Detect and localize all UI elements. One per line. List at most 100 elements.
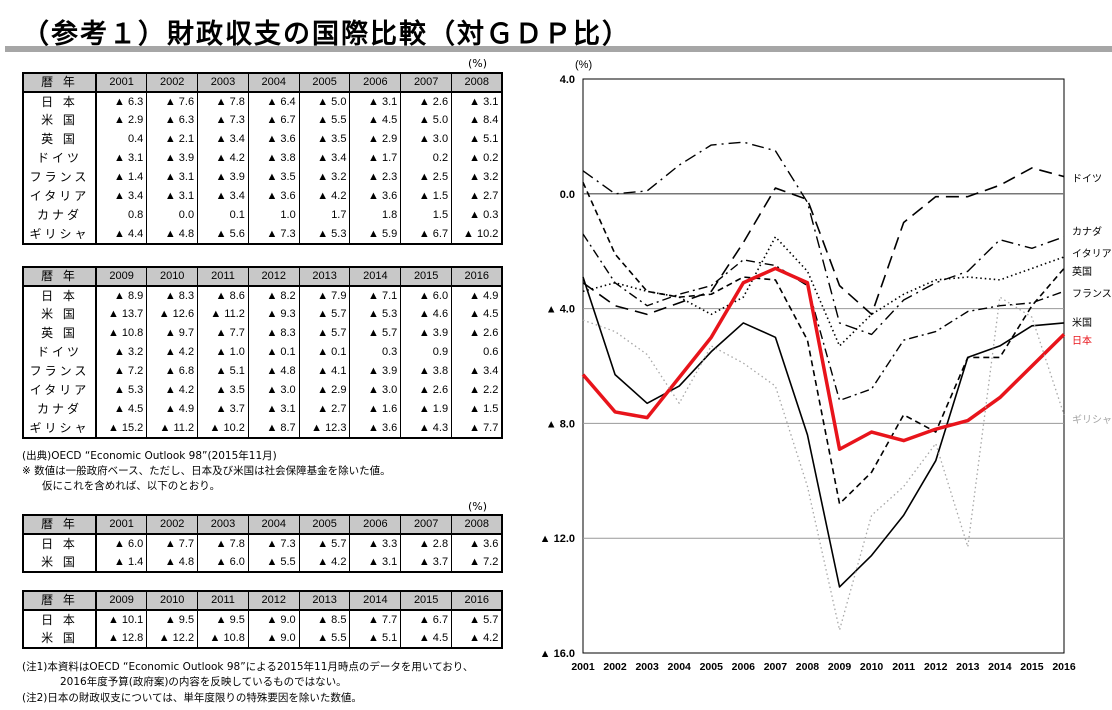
- value-cell: ▲ 3.9: [400, 324, 452, 343]
- value-cell: ▲ 10.8: [197, 629, 249, 648]
- value-cell: ▲ 2.3: [349, 168, 401, 187]
- value-cell: ▲ 1.7: [349, 149, 401, 168]
- value-cell: 0.2: [400, 149, 452, 168]
- country-label: ドイツ: [22, 149, 97, 168]
- value-cell: ▲ 3.1: [146, 187, 198, 206]
- value-cell: ▲ 3.2: [298, 168, 350, 187]
- value-cell: ▲ 9.7: [146, 324, 198, 343]
- value-cell: ▲ 4.2: [298, 187, 350, 206]
- value-cell: ▲ 7.7: [197, 324, 249, 343]
- value-cell: ▲ 10.8: [95, 324, 147, 343]
- value-cell: ▲ 7.8: [197, 534, 249, 553]
- value-cell: ▲ 3.0: [247, 381, 300, 400]
- y-tick-label: ▲ 8.0: [546, 418, 575, 430]
- value-cell: ▲ 8.9: [95, 286, 147, 305]
- value-cell: ▲ 5.7: [298, 534, 350, 553]
- value-cell: ▲ 5.6: [197, 225, 249, 244]
- value-cell: ▲ 3.1: [349, 92, 401, 111]
- header-row: 暦 年 2009 2010 2011 2012 2013 2014 2015 2016: [22, 591, 503, 611]
- value-cell: ▲ 7.6: [146, 92, 198, 111]
- value-cell: ▲ 3.4: [451, 362, 503, 381]
- value-cell: ▲ 5.5: [247, 553, 300, 572]
- header-row: 暦 年 2001 2002 2003 2004 2005 2006 2007 2008: [22, 515, 503, 535]
- value-cell: ▲ 2.9: [349, 130, 401, 149]
- value-cell: ▲ 5.1: [451, 130, 503, 149]
- series-line-5: [582, 276, 1065, 588]
- value-cell: ▲ 8.7: [247, 419, 300, 438]
- value-cell: ▲ 6.3: [95, 92, 147, 111]
- year-header: 2008: [451, 73, 503, 93]
- country-label: ギリシャ: [22, 225, 97, 244]
- value-cell: ▲ 5.3: [349, 305, 401, 324]
- value-cell: ▲ 3.8: [247, 149, 300, 168]
- value-cell: ▲ 6.0: [400, 286, 452, 305]
- title-underline: [5, 46, 1112, 52]
- source-note: (出典)OECD “Economic Outlook 98”(2015年11月): [22, 450, 277, 462]
- value-cell: ▲ 3.1: [146, 168, 198, 187]
- year-header: 2007: [400, 515, 452, 535]
- x-tick-label: 2004: [668, 661, 692, 673]
- y-tick-label: ▲ 16.0: [540, 648, 575, 660]
- value-cell: ▲ 0.3: [451, 206, 503, 225]
- table-row: ドイツ ▲ 3.2 ▲ 4.2 ▲ 1.0 ▲ 0.1 ▲ 0.1 0.3 0.9 0.6: [22, 343, 503, 362]
- table-row: 米 国 ▲ 13.7 ▲ 12.6 ▲ 11.2 ▲ 9.3 ▲ 5.7 ▲ 5.3 ▲ 4.…: [22, 305, 503, 324]
- country-label: イタリア: [22, 381, 97, 400]
- footnote-star-2: 仮にこれを含めれば、以下のとおり。: [42, 480, 221, 492]
- value-cell: ▲ 5.7: [298, 305, 350, 324]
- value-cell: ▲ 5.7: [451, 610, 503, 629]
- value-cell: ▲ 7.7: [146, 534, 198, 553]
- year-header: 2010: [146, 591, 198, 611]
- value-cell: ▲ 9.0: [247, 629, 300, 648]
- year-header: 2014: [349, 267, 401, 287]
- value-cell: ▲ 6.0: [197, 553, 249, 572]
- country-label: カナダ: [22, 400, 97, 419]
- year-header: 2010: [146, 267, 198, 287]
- value-cell: ▲ 2.2: [451, 381, 503, 400]
- series-line-7: [582, 296, 1065, 631]
- series-label: ドイツ: [1072, 174, 1102, 185]
- value-cell: ▲ 5.0: [298, 92, 350, 111]
- x-tick-label: 2016: [1052, 661, 1076, 673]
- country-label: 英 国: [22, 324, 97, 343]
- value-cell: ▲ 5.7: [349, 324, 401, 343]
- series-line-2: [582, 236, 1065, 347]
- y-axis-unit: (%): [575, 59, 592, 71]
- series-line-6: [581, 266, 1066, 451]
- value-cell: ▲ 0.1: [298, 343, 350, 362]
- table-row: フランス ▲ 1.4 ▲ 3.1 ▲ 3.9 ▲ 3.5 ▲ 3.2 ▲ 2.3 ▲ 2.5 ▲…: [22, 168, 503, 187]
- country-label: 米 国: [22, 553, 97, 572]
- value-cell: ▲ 4.2: [146, 343, 198, 362]
- series-line-4: [582, 233, 1065, 402]
- country-label: 日 本: [22, 92, 97, 111]
- value-cell: ▲ 4.1: [298, 362, 350, 381]
- series-label: イタリア: [1072, 248, 1112, 260]
- y-tick-label: ▲ 4.0: [546, 304, 575, 316]
- series-line-0: [582, 167, 1065, 316]
- value-cell: ▲ 3.0: [400, 130, 452, 149]
- year-header: 2009: [95, 591, 147, 611]
- country-label: ドイツ: [22, 343, 97, 362]
- table-row: 米 国 ▲ 1.4 ▲ 4.8 ▲ 6.0 ▲ 5.5 ▲ 4.2 ▲ 3.1 ▲ 3.7 ▲ …: [22, 553, 503, 572]
- value-cell: ▲ 6.7: [247, 111, 300, 130]
- value-cell: ▲ 7.2: [95, 362, 147, 381]
- year-header: 2004: [247, 515, 300, 535]
- table-2001-2008: 暦 年 2001 2002 2003 2004 2005 2006 2007 2008 日 本 ▲ …: [22, 72, 504, 245]
- value-cell: ▲ 5.3: [298, 225, 350, 244]
- value-cell: ▲ 2.6: [400, 381, 452, 400]
- country-label: 米 国: [22, 629, 97, 648]
- table-row: イタリア ▲ 5.3 ▲ 4.2 ▲ 3.5 ▲ 3.0 ▲ 2.9 ▲ 3.0 ▲ 2.6 ▲…: [22, 381, 503, 400]
- value-cell: ▲ 12.6: [146, 305, 198, 324]
- value-cell: ▲ 4.2: [146, 381, 198, 400]
- table-row: 日 本 ▲ 6.3 ▲ 7.6 ▲ 7.8 ▲ 6.4 ▲ 5.0 ▲ 3.1 ▲ 2.6 ▲ …: [22, 92, 503, 111]
- table-row: ギリシャ ▲ 4.4 ▲ 4.8 ▲ 5.6 ▲ 7.3 ▲ 5.3 ▲ 5.9 ▲ 6.7 ▲…: [22, 225, 503, 244]
- year-header: 2015: [400, 591, 452, 611]
- y-tick-label: 4.0: [560, 74, 575, 86]
- value-cell: ▲ 11.2: [197, 305, 249, 324]
- value-cell: ▲ 11.2: [146, 419, 198, 438]
- value-cell: ▲ 5.1: [197, 362, 249, 381]
- value-cell: ▲ 3.5: [247, 168, 300, 187]
- table-row: ドイツ ▲ 3.1 ▲ 3.9 ▲ 4.2 ▲ 3.8 ▲ 3.4 ▲ 1.7 0.2 ▲ 0.…: [22, 149, 503, 168]
- year-header: 2013: [298, 267, 350, 287]
- value-cell: ▲ 3.5: [298, 130, 350, 149]
